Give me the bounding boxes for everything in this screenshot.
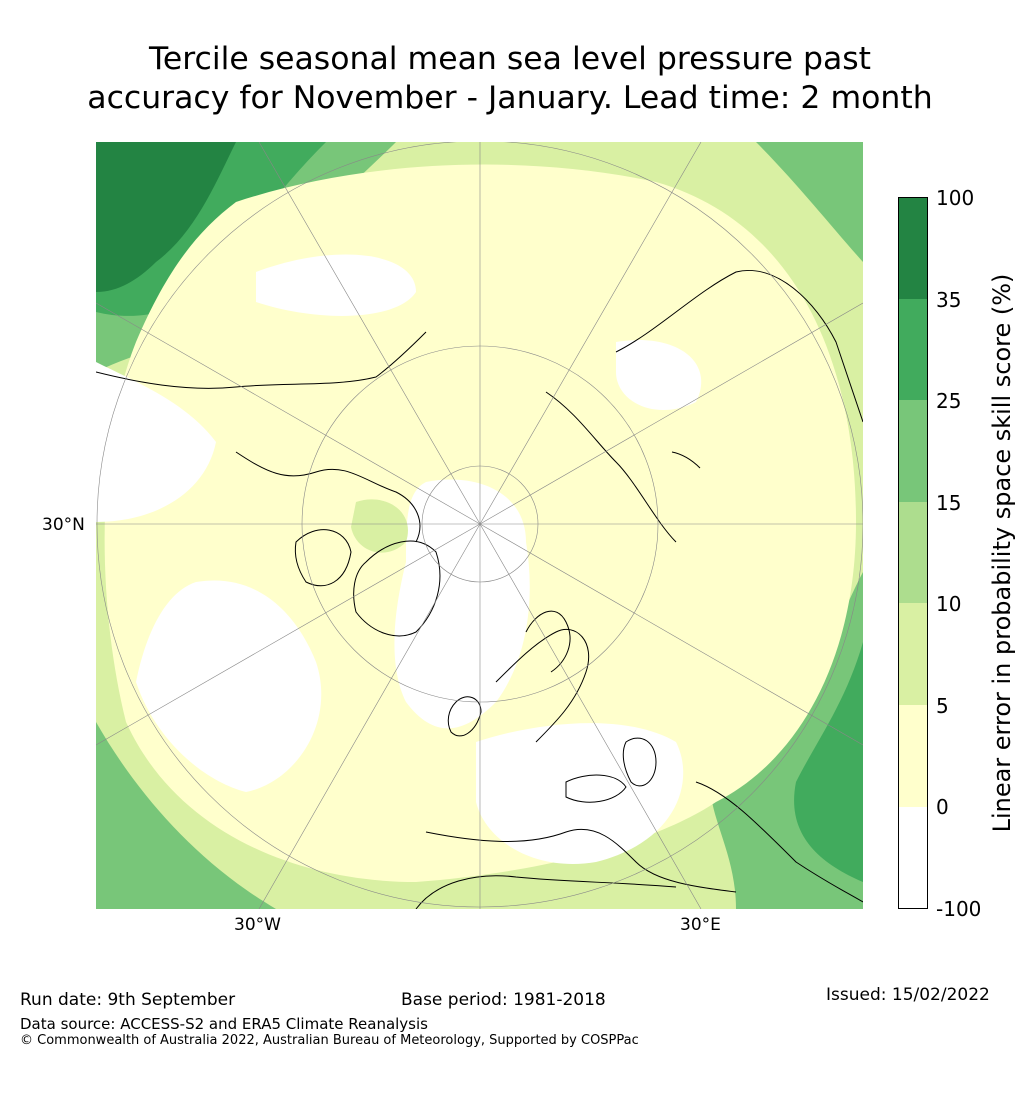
zone-light-green-patch bbox=[351, 499, 408, 553]
colorbar-tick-minus100: -100 bbox=[936, 897, 982, 921]
meridian-30w bbox=[258, 523, 481, 909]
coastline-lake-baikal bbox=[671, 451, 701, 469]
swatch-15-25 bbox=[898, 400, 928, 502]
swatch-0-5 bbox=[898, 705, 928, 807]
zone-white-left bbox=[96, 362, 216, 522]
issued-date: Issued: 15/02/2022 bbox=[826, 985, 990, 1005]
title-line-2: accuracy for November - January. Lead ti… bbox=[87, 80, 933, 116]
swatch-10-15 bbox=[898, 502, 928, 603]
zone-white-center bbox=[394, 479, 530, 729]
meridian-60e bbox=[479, 523, 863, 746]
coastline-black-sea bbox=[565, 774, 627, 803]
zone-top-right-green bbox=[756, 142, 863, 262]
map-panel bbox=[96, 142, 863, 909]
coastline-north-africa bbox=[415, 875, 677, 909]
lon-label-30e: 30°E bbox=[680, 915, 721, 935]
coastline-hudson-bay bbox=[294, 529, 352, 587]
coastline-greenland bbox=[353, 540, 441, 637]
coastline-canada-arctic bbox=[235, 451, 421, 543]
meridian-60w bbox=[96, 523, 481, 746]
meridian-30e bbox=[479, 523, 702, 909]
coastline-europe bbox=[495, 628, 590, 743]
coastline-north-america bbox=[96, 331, 427, 389]
skill-score-map bbox=[96, 142, 863, 909]
meridian-120e bbox=[479, 302, 863, 525]
swatch-35-100 bbox=[898, 197, 928, 299]
colorbar-tick-25: 25 bbox=[936, 389, 962, 413]
zone-white-southwest bbox=[136, 580, 322, 792]
zone-white-south bbox=[476, 723, 684, 864]
coastline-mediterranean bbox=[425, 828, 737, 893]
colorbar-tick-0: 0 bbox=[936, 795, 949, 819]
colorbar-tick-15: 15 bbox=[936, 491, 962, 515]
zone-white-east bbox=[616, 340, 702, 411]
swatch-minus100-0 bbox=[898, 807, 928, 909]
colorbar-tick-10: 10 bbox=[936, 592, 962, 616]
colorbar-tick-35: 35 bbox=[936, 288, 962, 312]
title-line-1: Tercile seasonal mean sea level pressure… bbox=[148, 41, 872, 77]
colorbar-swatches bbox=[898, 197, 928, 909]
graticule bbox=[96, 142, 863, 909]
coastlines bbox=[96, 270, 863, 909]
colorbar-title: Linear error in probability space skill … bbox=[988, 273, 1016, 833]
coastline-caspian bbox=[622, 737, 657, 787]
chart-title: Tercile seasonal mean sea level pressure… bbox=[0, 40, 1020, 118]
coastline-british-isles bbox=[447, 696, 482, 737]
zone-bottom-left-green bbox=[96, 722, 276, 909]
zone-right-darkgreen bbox=[794, 642, 863, 882]
meridian-120w bbox=[96, 302, 481, 525]
colorbar-frame bbox=[898, 197, 928, 909]
meridian-150e bbox=[479, 142, 702, 525]
coastline-siberia bbox=[615, 270, 863, 423]
colorbar-tick-5: 5 bbox=[936, 694, 949, 718]
coastline-middle-east bbox=[695, 781, 863, 903]
data-source: Data source: ACCESS-S2 and ERA5 Climate … bbox=[20, 1015, 428, 1033]
lat-label-30n: 30°N bbox=[42, 515, 85, 535]
swatch-25-35 bbox=[898, 299, 928, 400]
swatch-5-10 bbox=[898, 603, 928, 705]
colorbar bbox=[898, 197, 928, 909]
base-period: Base period: 1981-2018 bbox=[401, 990, 606, 1010]
lon-label-30w: 30°W bbox=[234, 915, 281, 935]
coastline-scandinavia bbox=[525, 610, 571, 673]
meridian-150w bbox=[258, 142, 481, 525]
zone-top-left-deepgreen bbox=[96, 142, 236, 292]
zone-white-north bbox=[256, 254, 416, 316]
run-date: Run date: 9th September bbox=[20, 990, 236, 1010]
colorbar-tick-100: 100 bbox=[936, 186, 975, 210]
copyright: © Commonwealth of Australia 2022, Austra… bbox=[20, 1033, 639, 1048]
